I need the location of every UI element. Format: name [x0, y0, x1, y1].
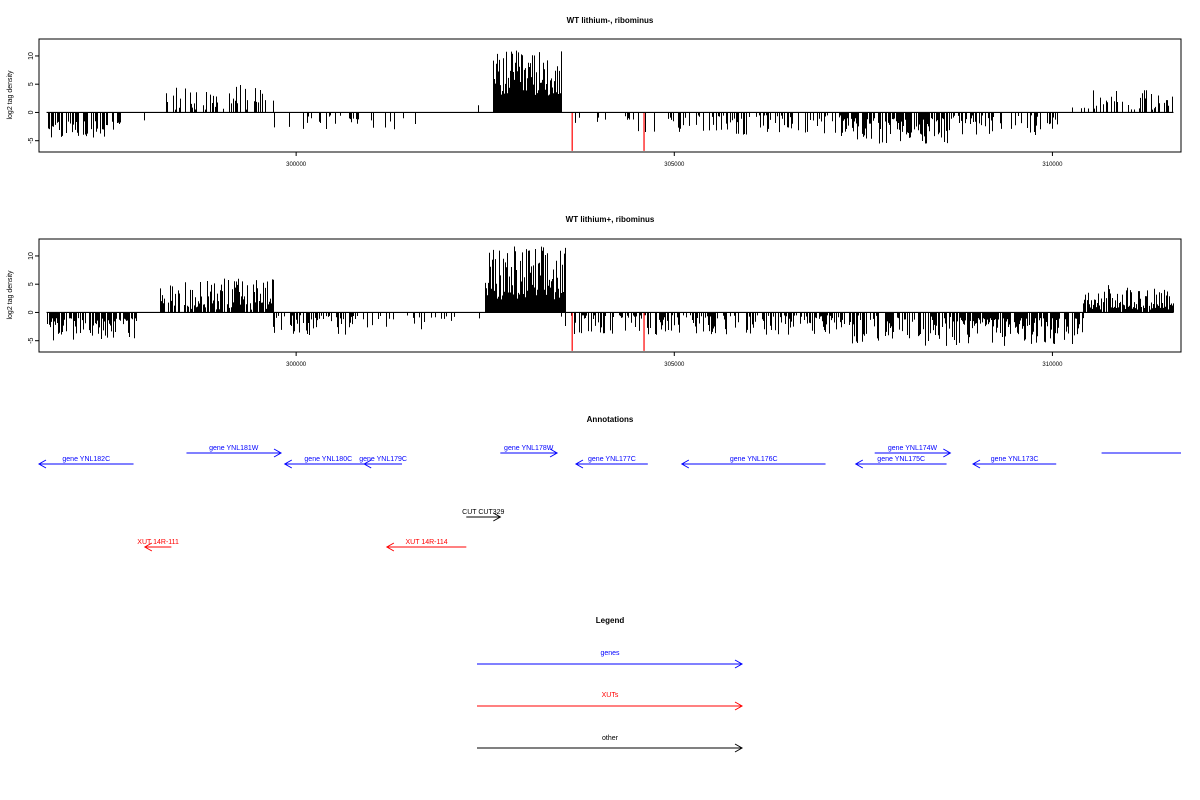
- feature-arrow-head: [854, 459, 864, 469]
- y-tick-label: 0: [28, 310, 35, 314]
- feature-label: gene YNL175C: [877, 456, 925, 463]
- legend-arrow-head: [734, 743, 744, 753]
- feature-label: XUT 14R-111: [137, 539, 179, 546]
- legend: Legend genes XUTs other: [477, 616, 744, 753]
- gene-feature: gene YNL182C: [37, 456, 134, 469]
- y-axis-label: log2 tag density: [7, 70, 14, 120]
- feature-arrow-head: [549, 448, 559, 458]
- feature-arrow-head: [943, 448, 952, 458]
- legend-title: Legend: [596, 616, 625, 625]
- feature-label: gene YNL182C: [62, 456, 110, 463]
- y-tick-label: 10: [28, 52, 35, 60]
- coverage-bars: [47, 246, 1174, 346]
- highlight-bars: [571, 112, 645, 151]
- x-tick-label: 310000: [1042, 362, 1063, 368]
- feature-arrow-head: [363, 459, 372, 469]
- feature-label: gene YNL181W: [209, 445, 259, 452]
- coverage-panel-lithium-minus: WT lithium-, ribominus log2 tag density …: [7, 16, 1182, 168]
- feature-arrow-head: [283, 459, 293, 469]
- legend-label: genes: [600, 650, 620, 657]
- y-tick-label: 5: [28, 82, 35, 86]
- other-feature: CUT CUT329: [462, 509, 505, 522]
- legend-item-genes: genes: [477, 650, 744, 669]
- y-tick-label: -5: [28, 137, 35, 143]
- plot-frame: [38, 38, 1182, 153]
- x-tick-label: 310000: [1042, 162, 1063, 168]
- x-tick-label: 305000: [664, 362, 685, 368]
- feature-arrow-head: [972, 459, 981, 469]
- feature-label: gene YNL173C: [991, 456, 1039, 463]
- gene-feature: gene YNL180C: [283, 456, 372, 469]
- legend-arrow-head: [734, 659, 744, 669]
- y-tick-label: 10: [28, 252, 35, 260]
- feature-label: CUT CUT329: [462, 509, 504, 516]
- gene-feature: gene YNL176C: [680, 456, 826, 469]
- feature-label: XUT 14R-114: [406, 539, 448, 546]
- gene-feature: gene YNL181W: [186, 445, 283, 458]
- gene-feature: gene YNL173C: [972, 456, 1057, 469]
- y-tick-label: 0: [28, 110, 35, 114]
- highlight-bars: [571, 312, 645, 351]
- panel-title: WT lithium-, ribominus: [567, 16, 654, 25]
- gene-feature: gene YNL179C: [359, 456, 407, 469]
- feature-arrow-head: [143, 542, 153, 552]
- feature-label: gene YNL180C: [304, 456, 352, 463]
- coverage-bars: [48, 50, 1173, 144]
- gene-feature: gene YNL175C: [854, 456, 947, 469]
- x-axis: 300000 305000 310000: [286, 152, 1063, 168]
- y-axis-label: log2 tag density: [7, 270, 14, 320]
- panel-title: WT lithium+, ribominus: [566, 215, 655, 224]
- gene-feature: gene YNL174W: [874, 445, 952, 458]
- feature-arrow-head: [37, 459, 47, 469]
- legend-arrow-head: [734, 701, 744, 711]
- x-tick-label: 300000: [286, 162, 307, 168]
- legend-item-other: other: [477, 735, 744, 753]
- y-axis: 10 5 0 -5: [28, 52, 39, 144]
- y-tick-label: -5: [28, 337, 35, 343]
- feature-arrow-head: [273, 448, 283, 458]
- feature-label: gene YNL176C: [730, 456, 778, 463]
- feature-label: gene YNL178W: [504, 445, 554, 452]
- x-tick-label: 305000: [664, 162, 685, 168]
- annotations-title: Annotations: [587, 415, 634, 424]
- feature-tracks: gene YNL182C gene YNL181W gene YNL180C gene…: [37, 445, 1181, 552]
- xut-feature: XUT 14R-114: [385, 539, 467, 552]
- legend-label: XUTs: [602, 692, 619, 699]
- legend-label: other: [602, 735, 619, 742]
- gene-feature: gene YNL177C: [574, 456, 648, 469]
- feature-label: gene YNL179C: [359, 456, 407, 463]
- x-tick-label: 300000: [286, 362, 307, 368]
- plot-frame: [38, 238, 1182, 353]
- feature-label: gene YNL174W: [888, 445, 938, 452]
- xut-feature: XUT 14R-111: [137, 539, 179, 552]
- feature-arrow-head: [574, 459, 584, 469]
- feature-arrow-head: [680, 459, 690, 469]
- feature-label: gene YNL177C: [588, 456, 636, 463]
- feature-arrow-head: [493, 512, 502, 522]
- legend-item-xuts: XUTs: [477, 692, 744, 711]
- y-axis: 10 5 0 -5: [28, 252, 39, 344]
- coverage-panel-lithium-plus: WT lithium+, ribominus log2 tag density …: [7, 215, 1182, 368]
- gene-feature: gene YNL178W: [500, 445, 559, 458]
- feature-arrow-head: [385, 542, 395, 552]
- x-axis: 300000 305000 310000: [286, 352, 1063, 368]
- y-tick-label: 5: [28, 282, 35, 286]
